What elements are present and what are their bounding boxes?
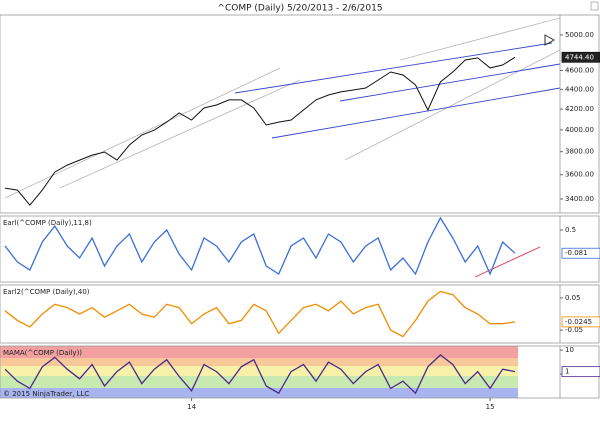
last-value-box [561, 51, 600, 63]
trend-line [344, 49, 561, 161]
series-line [4, 56, 516, 206]
panel-frame [0, 284, 600, 344]
y-tick-label: 3600.00 [565, 171, 594, 179]
trend-line [474, 246, 541, 278]
last-value-label: -0.0245 [565, 318, 592, 326]
annotation: © 2015 NinjaTrader, LLC [3, 390, 89, 398]
y-tick-label: 4400.00 [565, 85, 594, 93]
panel-frame [0, 14, 600, 214]
series-line [4, 290, 516, 338]
series-line [4, 216, 516, 276]
last-value-label: 4744.40 [565, 53, 594, 61]
channel-lines [4, 17, 561, 278]
y-tick-label: 4000.00 [565, 126, 594, 134]
y-tick-label: 3400.00 [565, 195, 594, 203]
y-tick-label: 4200.00 [565, 105, 594, 113]
panel-title: Earl(^COMP (Daily),11,8) [3, 219, 92, 227]
last-value-box [561, 366, 600, 378]
channel-line [234, 42, 553, 94]
y-tick-label: 5000.00 [565, 31, 594, 39]
band [0, 358, 518, 366]
y-tick-label: 0.05 [565, 294, 581, 302]
series-line [4, 354, 516, 395]
panel-title: MAMA(^COMP (Daily)) [3, 349, 82, 357]
x-tick-label: 14 [187, 403, 196, 411]
trend-line [399, 17, 561, 61]
settings-icon[interactable] [590, 1, 599, 11]
play-icon[interactable] [544, 34, 556, 46]
y-tick-label: 10 [565, 346, 574, 354]
x-tick-label: 15 [486, 403, 495, 411]
band [0, 388, 518, 398]
last-value-label: 1 [565, 368, 569, 376]
chart-title: ^COMP (Daily) 5/20/2013 - 2/6/2015 [217, 4, 382, 14]
panel-title: Earl2(^COMP (Daily),40) [3, 288, 90, 296]
y-tick-label: 3800.00 [565, 148, 594, 156]
band [0, 346, 518, 358]
y-tick-label: 0.5 [565, 226, 576, 234]
channel-line [339, 63, 561, 102]
y-tick-label: -0.05 [565, 326, 583, 334]
trend-line [59, 79, 301, 189]
last-value-box [561, 316, 600, 328]
last-value-box [561, 247, 600, 259]
channel-line [271, 87, 561, 139]
trend-line [4, 67, 281, 199]
last-value-label: -0.081 [565, 249, 588, 257]
y-tick-label: 4600.00 [565, 66, 594, 74]
